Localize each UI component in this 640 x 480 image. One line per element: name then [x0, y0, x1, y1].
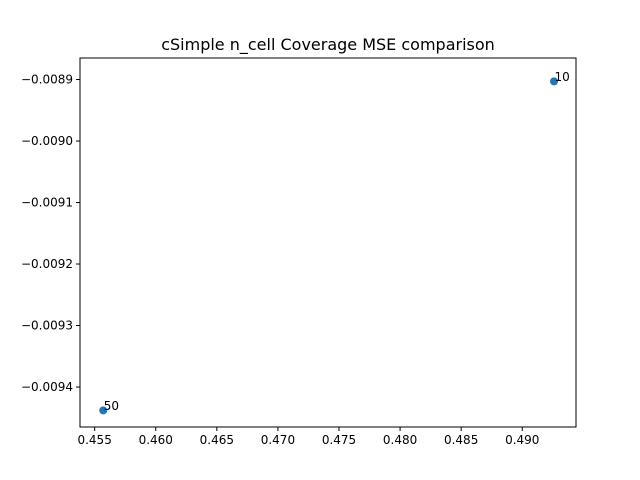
plot-content: 10 50: [99, 70, 570, 415]
point-label-10: 10: [555, 70, 570, 84]
chart-title: cSimple n_cell Coverage MSE comparison: [161, 35, 495, 55]
x-tick-label: 0.485: [444, 433, 478, 447]
x-tick-label: 0.490: [505, 433, 539, 447]
y-tick-label: −0.0093: [21, 319, 73, 333]
x-tick-label: 0.480: [383, 433, 417, 447]
y-tick-label: −0.0090: [21, 134, 73, 148]
x-tick-label: 0.460: [139, 433, 173, 447]
y-tick-label: −0.0091: [21, 196, 73, 210]
plot-frame: [79, 57, 577, 428]
y-tick-label: −0.0092: [21, 257, 73, 271]
x-tick-label: 0.470: [261, 433, 295, 447]
x-tick-label: 0.455: [77, 433, 111, 447]
point-label-50: 50: [104, 399, 119, 413]
data-point-50: [99, 406, 108, 415]
x-tick-label: 0.475: [322, 433, 356, 447]
y-tick-label: −0.0089: [21, 73, 73, 87]
x-axis: 0.455 0.460 0.465 0.470 0.475 0.480 0.485 0.490: [77, 427, 539, 447]
y-axis: −0.0094 −0.0093 −0.0092 −0.0091 −0.0090 −0.00…: [21, 73, 80, 394]
y-tick-label: −0.0094: [21, 380, 73, 394]
data-point-10: [550, 77, 559, 86]
x-tick-label: 0.465: [200, 433, 234, 447]
